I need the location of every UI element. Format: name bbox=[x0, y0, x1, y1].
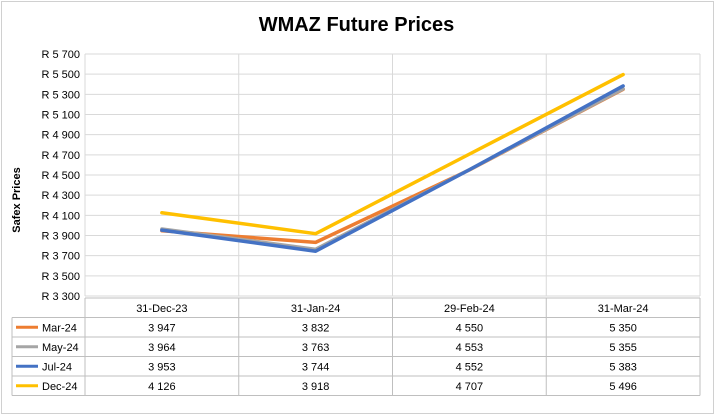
y-tick-label: R 5 300 bbox=[41, 89, 80, 101]
data-label: 3 964 bbox=[148, 342, 176, 354]
data-label: 5 383 bbox=[609, 361, 637, 373]
data-label: 4 126 bbox=[148, 381, 176, 393]
data-point bbox=[314, 232, 317, 235]
data-point bbox=[314, 241, 317, 244]
y-tick-label: R 3 500 bbox=[41, 271, 80, 283]
y-tick-label: R 3 700 bbox=[41, 251, 80, 263]
data-point bbox=[314, 250, 317, 253]
data-label: 4 553 bbox=[456, 342, 484, 354]
x-category-label: 31-Jan-24 bbox=[291, 303, 341, 315]
x-category-label: 31-Dec-23 bbox=[136, 303, 187, 315]
data-label: 5 496 bbox=[609, 381, 637, 393]
series-layer bbox=[160, 72, 625, 253]
data-label: 4 707 bbox=[456, 381, 484, 393]
chart-title: WMAZ Future Prices bbox=[258, 14, 455, 36]
data-point bbox=[468, 168, 471, 171]
data-label: 3 953 bbox=[148, 361, 176, 373]
y-tick-label: R 4 900 bbox=[41, 130, 80, 142]
x-category-label: 31-Mar-24 bbox=[598, 303, 649, 315]
data-label: 3 832 bbox=[302, 322, 330, 334]
series-line-dec-24 bbox=[160, 72, 625, 236]
series-line-jul-24 bbox=[160, 84, 625, 253]
data-label: 3 763 bbox=[302, 342, 330, 354]
grid-layer bbox=[84, 53, 701, 297]
y-tick-label: R 3 300 bbox=[41, 291, 80, 303]
y-tick-label: R 4 100 bbox=[41, 210, 80, 222]
y-tick-layer: R 3 300 R 3 500 R 3 700 R 3 900 R 4 100 R 4 3… bbox=[41, 49, 80, 303]
data-point bbox=[621, 73, 625, 76]
data-point bbox=[468, 152, 471, 156]
legend-label: May-24 bbox=[42, 342, 79, 354]
legend-label: Mar-24 bbox=[42, 322, 77, 334]
y-tick-label: R 4 300 bbox=[41, 190, 80, 202]
data-point bbox=[160, 211, 164, 214]
data-label: 3 947 bbox=[148, 322, 176, 334]
data-label: 4 552 bbox=[456, 361, 484, 373]
data-point bbox=[160, 228, 164, 232]
data-label: 5 355 bbox=[609, 342, 637, 354]
y-tick-label: R 3 900 bbox=[41, 231, 80, 243]
data-label: 3 744 bbox=[302, 361, 330, 373]
data-table: 31-Dec-23 31-Jan-24 29-Feb-24 31-Mar-24 Mar-… bbox=[11, 297, 701, 396]
y-tick-label: R 5 100 bbox=[41, 110, 80, 122]
data-label: 5 350 bbox=[609, 322, 637, 334]
x-category-label: 29-Feb-24 bbox=[444, 303, 495, 315]
y-tick-label: R 4 500 bbox=[41, 170, 80, 182]
y-tick-label: R 5 700 bbox=[41, 49, 80, 61]
data-label: 3 918 bbox=[302, 381, 330, 393]
y-tick-label: R 5 500 bbox=[41, 69, 80, 81]
data-label: 4 550 bbox=[456, 322, 484, 334]
y-tick-label: R 4 700 bbox=[41, 150, 80, 162]
legend-label: Jul-24 bbox=[42, 361, 72, 373]
data-point bbox=[621, 84, 625, 88]
legend-label: Dec-24 bbox=[42, 381, 77, 393]
